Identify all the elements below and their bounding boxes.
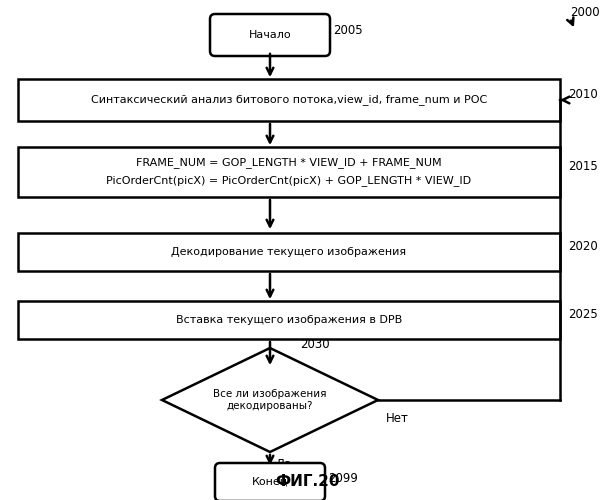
Text: Вставка текущего изображения в DPB: Вставка текущего изображения в DPB [176,315,402,325]
FancyBboxPatch shape [210,14,330,56]
Bar [18,233,560,271]
Text: FRAME_NUM = GOP_LENGTH * VIEW_ID + FRAME_NUM: FRAME_NUM = GOP_LENGTH * VIEW_ID + FRAME… [136,158,442,168]
Text: Начало: Начало [248,30,292,40]
Text: 2025: 2025 [568,308,598,322]
Text: 2020: 2020 [568,240,598,254]
Text: 2099: 2099 [328,472,358,484]
Text: PicOrderCnt(picX) = PicOrderCnt(picX) + GOP_LENGTH * VIEW_ID: PicOrderCnt(picX) = PicOrderCnt(picX) + … [106,176,472,186]
Text: 2000: 2000 [570,6,600,18]
Text: 2015: 2015 [568,160,598,173]
Bar [18,301,560,339]
Text: Все ли изображения
декодированы?: Все ли изображения декодированы? [213,389,327,411]
Text: Да: Да [275,458,292,470]
Text: 2005: 2005 [333,24,363,38]
Text: ФИГ.20: ФИГ.20 [276,474,339,490]
Bar [18,79,560,121]
Polygon shape [162,348,378,452]
Text: Конец: Конец [252,477,288,487]
FancyBboxPatch shape [215,463,325,500]
Text: 2010: 2010 [568,88,598,102]
Text: 2030: 2030 [300,338,330,351]
Text: Синтаксический анализ битового потока,view_id, frame_num и POC: Синтаксический анализ битового потока,vi… [91,94,487,106]
Bar [18,147,560,197]
Text: Нет: Нет [386,412,409,424]
Text: Декодирование текущего изображения: Декодирование текущего изображения [172,247,407,257]
